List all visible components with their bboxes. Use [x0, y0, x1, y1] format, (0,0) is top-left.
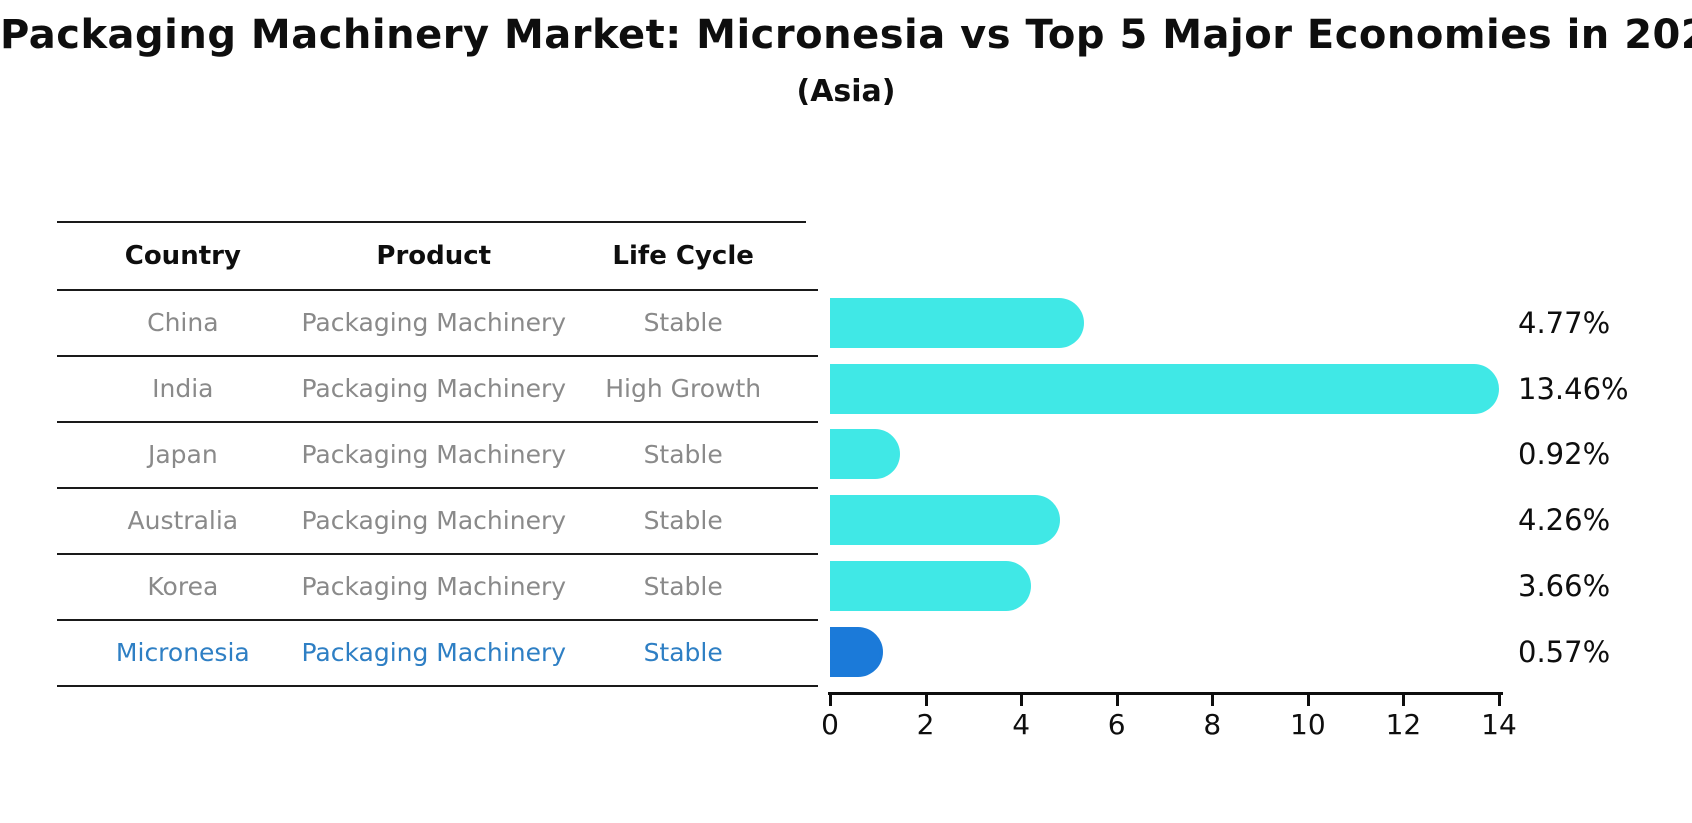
bar-chart-plot: 0 2 4 6 8 10 12 14 4.77% 13.46% 0.92% 4.26% 3.66% 0.5…: [798, 289, 1629, 741]
x-axis-tick: [829, 695, 832, 706]
bar-value-label: 0.92%: [1518, 437, 1611, 472]
table-header-row: Country Product Life Cycle: [57, 222, 806, 290]
country-cell: Micronesia: [115, 638, 250, 667]
x-axis-tick-label: 12: [1385, 708, 1422, 741]
x-axis-tick: [1020, 695, 1024, 706]
table-rule: [57, 553, 806, 555]
x-axis-tick: [1211, 695, 1215, 706]
table-rule: [57, 355, 806, 357]
bar-value-label: 4.26%: [1518, 503, 1611, 538]
country-cell: Korea: [147, 572, 219, 601]
table-row: Korea Packaging Machinery Stable: [57, 554, 806, 620]
x-axis-tick: [1306, 695, 1310, 706]
life-cycle-cell: Stable: [643, 638, 723, 667]
table-rule: [57, 421, 806, 423]
table-header-cell: Country: [124, 241, 241, 271]
country-cell: Japan: [147, 440, 218, 469]
country-cell: Australia: [127, 506, 239, 535]
x-axis-line: [828, 692, 1503, 695]
product-cell: Packaging Machinery: [301, 374, 567, 403]
life-cycle-cell: Stable: [643, 506, 723, 535]
product-cell: Packaging Machinery: [301, 506, 567, 535]
x-axis-tick-label: 8: [1203, 708, 1222, 741]
bar-value-label: 4.77%: [1518, 306, 1611, 340]
y-axis-tick: [798, 289, 818, 291]
table-rule: [57, 685, 806, 687]
chart-title: Packaging Machinery Market: Micronesia v…: [0, 12, 1692, 58]
y-axis-tick: [798, 421, 818, 423]
bar-australia: [830, 495, 1060, 546]
chart-subtitle: (Asia): [796, 74, 896, 109]
y-axis-tick: [798, 619, 818, 621]
bar-india: [830, 363, 1500, 414]
life-cycle-cell: High Growth: [605, 374, 762, 403]
table-header-cell: Life Cycle: [612, 241, 754, 271]
y-axis-tick: [798, 685, 818, 687]
table-row: Japan Packaging Machinery Stable: [57, 422, 806, 488]
country-cell: India: [152, 374, 214, 403]
x-axis-tick: [924, 695, 928, 706]
bar-value-label: 13.46%: [1518, 371, 1629, 406]
x-axis-tick-label: 10: [1290, 708, 1326, 741]
x-axis-tick: [1115, 695, 1119, 706]
table-row: India Packaging Machinery High Growth: [57, 356, 806, 422]
life-cycle-cell: Stable: [643, 308, 723, 337]
product-cell: Packaging Machinery: [301, 308, 567, 337]
table-rule: [57, 289, 806, 291]
y-axis-tick: [798, 355, 818, 357]
bar-japan: [830, 429, 900, 480]
x-axis-tick: [1402, 695, 1406, 706]
table-rule: [57, 487, 806, 489]
product-cell: Packaging Machinery: [301, 440, 567, 469]
y-axis-tick: [798, 553, 818, 555]
x-axis-tick-label: 2: [916, 708, 935, 741]
x-axis-tick-label: 6: [1107, 708, 1126, 741]
table-row: Australia Packaging Machinery Stable: [57, 488, 806, 554]
x-axis-tick-label: 14: [1481, 708, 1517, 741]
life-cycle-cell: Stable: [643, 440, 723, 469]
bar-value-label: 3.66%: [1518, 568, 1611, 603]
table-rule: [57, 619, 806, 621]
table-row: Micronesia Packaging Machinery Stable: [57, 620, 806, 686]
country-cell: China: [147, 308, 219, 337]
table-row: China Packaging Machinery Stable: [57, 290, 806, 356]
x-axis-tick: [1498, 695, 1501, 706]
country-table: Country Product Life Cycle China Packaging M…: [57, 221, 806, 687]
product-cell: Packaging Machinery: [301, 638, 567, 667]
table-rule: [57, 221, 806, 223]
bar-china: [830, 298, 1084, 348]
x-axis-tick-label: 0: [821, 708, 839, 741]
y-axis-tick: [798, 487, 818, 489]
bar-korea: [830, 560, 1031, 611]
product-cell: Packaging Machinery: [301, 572, 567, 601]
table-header-cell: Product: [376, 241, 492, 271]
life-cycle-cell: Stable: [643, 572, 723, 601]
bar-value-label: 0.57%: [1518, 634, 1611, 669]
bar-micronesia: [830, 626, 884, 677]
x-axis-tick-label: 4: [1012, 708, 1031, 741]
